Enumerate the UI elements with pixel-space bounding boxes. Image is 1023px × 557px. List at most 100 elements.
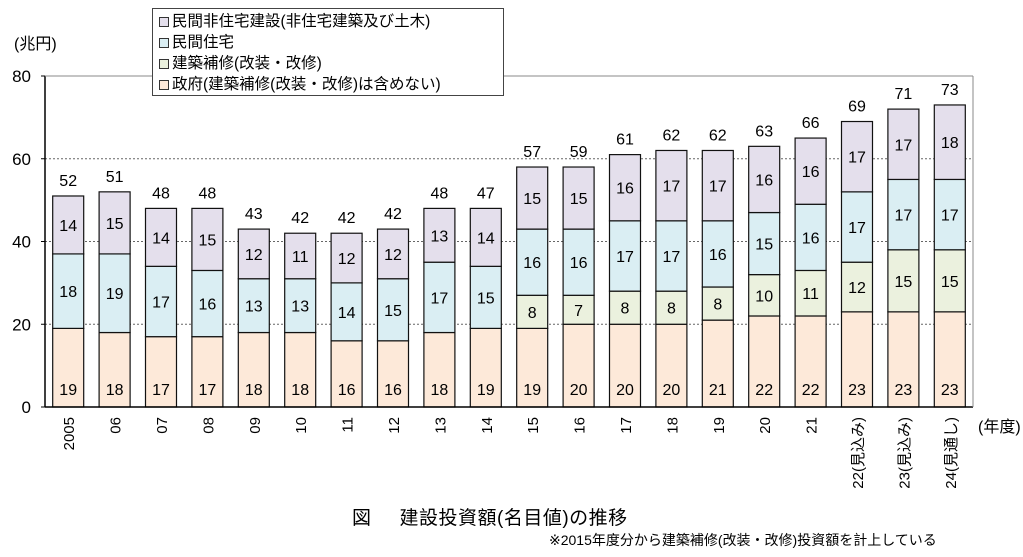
segment-value-label: 11 [292, 249, 309, 266]
segment-value-label: 17 [663, 249, 681, 266]
segment-value-label: 17 [941, 208, 959, 225]
segment-value-label: 8 [713, 297, 722, 314]
x-tick-label: 12 [386, 417, 403, 434]
segment-value-label: 15 [523, 191, 541, 208]
bar-segment [52, 195, 85, 255]
bar-total-label: 59 [570, 144, 588, 161]
segment-value-label: 16 [570, 255, 588, 272]
legend-item-government: 政府(建築補修(改装・改修)は含めない) [159, 74, 503, 95]
bar-total-label: 62 [709, 127, 727, 144]
bar-segment [840, 120, 874, 193]
segment-value-label: 16 [802, 164, 820, 181]
legend-item-renovation: 建築補修(改装・改修) [159, 53, 503, 74]
bar-segment [562, 166, 595, 230]
bar-segment [933, 178, 966, 251]
bar-segment [887, 108, 920, 181]
segment-value-label: 18 [941, 135, 959, 152]
segment-value-label: 17 [616, 249, 634, 266]
y-tick-label: 80 [12, 67, 31, 86]
segment-value-label: 12 [384, 247, 402, 264]
segment-value-label: 14 [338, 305, 356, 322]
segment-value-label: 18 [59, 284, 77, 301]
bar-total-label: 66 [802, 115, 820, 132]
bar-segment [655, 323, 688, 408]
bar-segment [655, 149, 688, 222]
bar-segment [469, 327, 502, 408]
x-tick-label: 21 [804, 417, 821, 434]
figure-title: 建設投資額(名目値)の推移 [399, 508, 628, 529]
segment-value-label: 16 [199, 297, 217, 314]
bar-total-label: 61 [616, 132, 634, 149]
bar-segment [933, 311, 966, 408]
figure-caption: 図 建設投資額(名目値)の推移 [352, 503, 628, 530]
segment-value-label: 15 [477, 290, 495, 307]
segment-value-label: 16 [802, 230, 820, 247]
y-tick-label: 0 [22, 398, 31, 417]
segment-value-label: 13 [431, 228, 449, 245]
segment-value-label: 8 [621, 301, 630, 318]
segment-value-label: 17 [431, 290, 449, 307]
bar-segment [191, 207, 224, 272]
bar-segment [144, 265, 178, 338]
legend-item-private-nonresidential: 民間非住宅建設(非住宅建築及び土木) [159, 11, 503, 32]
segment-value-label: 13 [291, 299, 309, 316]
segment-value-label: 17 [152, 382, 170, 399]
bar-segment [748, 315, 781, 408]
segment-value-label: 7 [574, 303, 583, 320]
bar-segment [191, 336, 224, 408]
segment-value-label: 19 [523, 382, 541, 399]
segment-value-label: 11 [802, 286, 819, 303]
bar-segment [469, 207, 502, 267]
bar-total-label: 48 [431, 185, 449, 202]
segment-value-label: 15 [199, 232, 217, 249]
segment-value-label: 16 [755, 172, 773, 189]
segment-value-label: 17 [895, 137, 913, 154]
bar-segment [376, 278, 410, 342]
bar-segment [516, 294, 549, 329]
x-tick-label: 10 [293, 417, 310, 434]
segment-value-label: 23 [895, 382, 913, 399]
segment-value-label: 12 [245, 247, 263, 264]
segment-value-label: 15 [106, 216, 124, 233]
bar-total-label: 48 [199, 185, 217, 202]
bar-total-label: 51 [106, 169, 124, 186]
bar-total-label: 47 [477, 185, 495, 202]
bar-segment [516, 327, 549, 408]
segment-value-label: 13 [245, 299, 263, 316]
legend-item-private-residential: 民間住宅 [159, 32, 503, 53]
segment-value-label: 15 [384, 303, 402, 320]
x-tick-label: 14 [479, 417, 496, 434]
segment-value-label: 10 [755, 288, 773, 305]
y-tick-label: 60 [12, 150, 31, 169]
bar-segment [701, 149, 734, 222]
segment-value-label: 16 [523, 255, 541, 272]
segment-value-label: 18 [245, 382, 263, 399]
segment-value-label: 15 [755, 237, 773, 254]
segment-value-label: 16 [709, 247, 727, 264]
segment-value-label: 12 [338, 251, 356, 268]
bar-total-label: 57 [523, 144, 541, 161]
segment-value-label: 17 [848, 150, 866, 167]
bar-segment [887, 249, 920, 313]
x-tick-label: 09 [247, 417, 264, 434]
segment-value-label: 17 [199, 382, 217, 399]
segment-value-label: 8 [667, 301, 676, 318]
segment-value-label: 23 [941, 382, 959, 399]
x-tick-label: 07 [154, 417, 171, 434]
bar-total-label: 69 [848, 99, 866, 116]
segment-value-label: 20 [570, 382, 588, 399]
x-tick-label: 06 [108, 417, 125, 434]
bar-segment [284, 232, 317, 280]
x-tick-label: 17 [618, 417, 635, 434]
x-tick-label: 16 [572, 417, 589, 434]
segment-value-label: 23 [848, 382, 866, 399]
bar-segment [469, 265, 502, 329]
segment-value-label: 21 [709, 382, 727, 399]
x-tick-label: 19 [711, 417, 728, 434]
bar-segment [423, 207, 456, 263]
legend-label: 民間住宅 [172, 34, 235, 51]
segment-value-label: 15 [895, 274, 913, 291]
bar-total-label: 43 [245, 206, 263, 223]
segment-value-label: 18 [431, 382, 449, 399]
bar-segment [701, 220, 734, 288]
